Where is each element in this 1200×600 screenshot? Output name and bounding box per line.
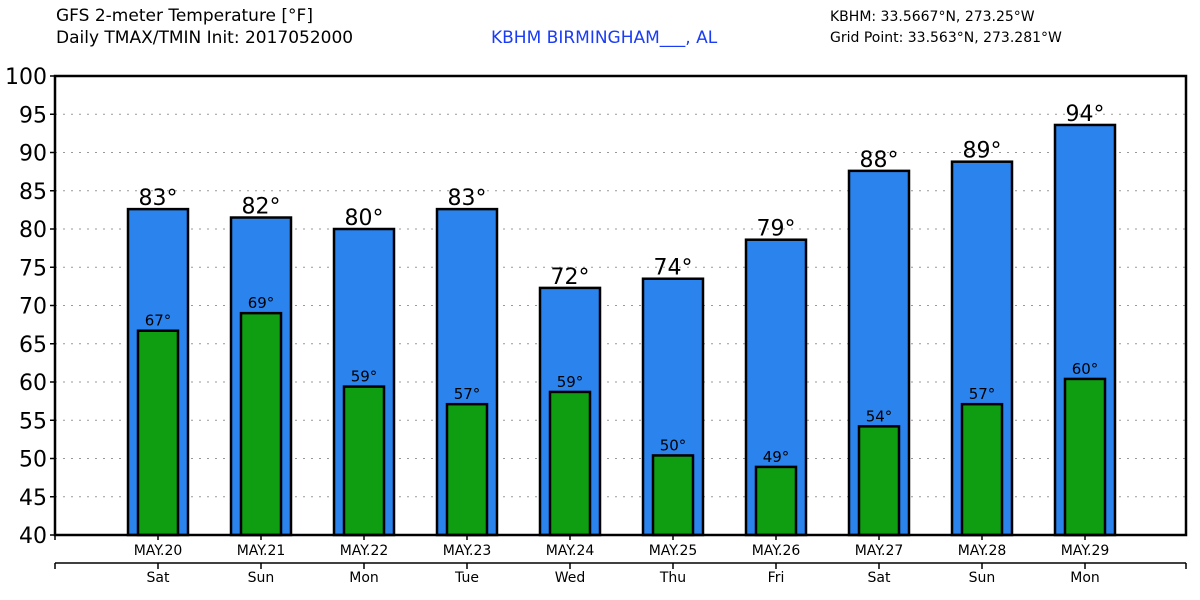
tmin-label: 57° bbox=[454, 385, 481, 403]
station-name: KBHM BIRMINGHAM___, AL bbox=[491, 28, 718, 48]
tmin-bar bbox=[342, 385, 386, 537]
tmax-label: 89° bbox=[963, 139, 1002, 164]
tmax-label: 94° bbox=[1066, 102, 1105, 127]
x-tick-label: MAY.22 bbox=[340, 543, 389, 559]
tmin-bar bbox=[1063, 377, 1107, 537]
weekday-label: Sun bbox=[248, 570, 275, 586]
plot-frame bbox=[53, 74, 1188, 537]
y-tick-label: 85 bbox=[19, 180, 47, 205]
weekday-label: Thu bbox=[659, 570, 686, 586]
chart-title: GFS 2-meter Temperature [°F] bbox=[56, 6, 313, 26]
y-tick-label: 55 bbox=[19, 409, 47, 434]
x-tick-label: MAY.21 bbox=[237, 543, 286, 559]
tmin-label: 49° bbox=[763, 448, 790, 466]
weekday-label: Wed bbox=[555, 570, 586, 586]
x-tick-label: MAY.27 bbox=[855, 543, 904, 559]
chart-subtitle: Daily TMAX/TMIN Init: 2017052000 bbox=[56, 28, 354, 48]
tmax-label: 83° bbox=[139, 186, 178, 211]
tmin-bar bbox=[651, 454, 695, 537]
y-tick-label: 60 bbox=[19, 371, 47, 396]
x-tick-label: MAY.26 bbox=[752, 543, 801, 559]
tmax-label: 82° bbox=[242, 195, 281, 220]
y-tick-label: 65 bbox=[19, 333, 47, 358]
y-tick-label: 40 bbox=[19, 524, 47, 549]
tmin-bar bbox=[857, 425, 901, 537]
tmax-label: 83° bbox=[448, 186, 487, 211]
x-tick-label: MAY.23 bbox=[443, 543, 492, 559]
x-tick-label: MAY.28 bbox=[958, 543, 1007, 559]
tmin-label: 57° bbox=[969, 385, 996, 403]
station-coords: KBHM: 33.5667°N, 273.25°W bbox=[830, 9, 1035, 25]
tmin-label: 59° bbox=[351, 368, 378, 386]
weekday-label: Tue bbox=[454, 570, 479, 586]
tmin-bar bbox=[754, 465, 798, 537]
y-tick-label: 100 bbox=[5, 65, 47, 90]
tmax-label: 74° bbox=[654, 256, 693, 281]
y-tick-label: 70 bbox=[19, 295, 47, 320]
tmin-bar bbox=[960, 402, 1004, 537]
y-tick-label: 50 bbox=[19, 448, 47, 473]
tmin-label: 54° bbox=[866, 407, 893, 425]
tmin-bar bbox=[548, 390, 592, 537]
tmin-bar bbox=[239, 311, 283, 537]
y-tick-label: 95 bbox=[19, 103, 47, 128]
y-tick-label: 90 bbox=[19, 142, 47, 167]
y-tick-label: 75 bbox=[19, 256, 47, 281]
tmin-bar bbox=[445, 402, 489, 537]
weekday-label: Sat bbox=[868, 570, 891, 586]
x-tick-label: MAY.25 bbox=[649, 543, 698, 559]
tmin-label: 50° bbox=[660, 436, 687, 454]
grid-point-coords: Grid Point: 33.563°N, 273.281°W bbox=[830, 30, 1062, 46]
tmin-label: 59° bbox=[557, 373, 584, 391]
x-tick-label: MAY.29 bbox=[1061, 543, 1110, 559]
weekday-label: Mon bbox=[349, 570, 379, 586]
weekday-label: Fri bbox=[768, 570, 785, 586]
tmax-label: 88° bbox=[860, 148, 899, 173]
tmin-label: 67° bbox=[145, 312, 172, 330]
tmax-label: 79° bbox=[757, 217, 796, 242]
weekday-label: Mon bbox=[1070, 570, 1100, 586]
tmax-label: 80° bbox=[345, 206, 384, 231]
y-tick-label: 45 bbox=[19, 486, 47, 511]
tmin-label: 69° bbox=[248, 294, 275, 312]
x-tick-label: MAY.24 bbox=[546, 543, 595, 559]
y-tick-label: 80 bbox=[19, 218, 47, 243]
tmin-bar bbox=[136, 329, 180, 537]
tmin-label: 60° bbox=[1072, 360, 1099, 378]
weekday-label: Sun bbox=[969, 570, 996, 586]
weekday-label: Sat bbox=[147, 570, 170, 586]
tmax-label: 72° bbox=[551, 265, 590, 290]
x-tick-label: MAY.20 bbox=[134, 543, 183, 559]
